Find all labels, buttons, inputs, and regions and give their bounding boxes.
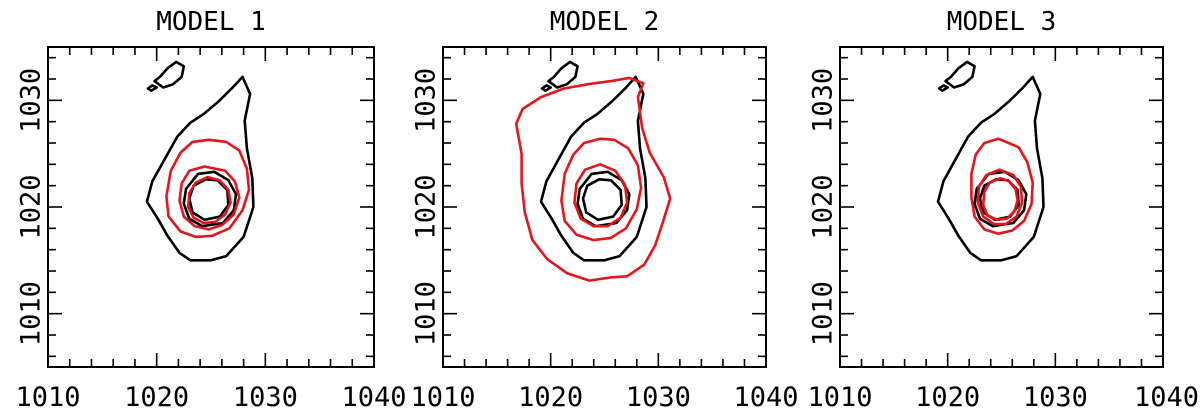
y-tick-label: 1010: [808, 281, 839, 346]
plot-frame: [442, 46, 767, 368]
plot-frame: [47, 46, 375, 368]
y-tick-label: 1020: [411, 174, 442, 239]
model-contours: [970, 137, 1034, 235]
observed-contour: [188, 178, 230, 222]
panel-title: MODEL 3: [947, 7, 1057, 37]
x-tick-label: 1030: [1023, 382, 1088, 413]
model-contour: [165, 138, 251, 239]
observed-contours: [145, 60, 255, 262]
y-tick-label: 1030: [16, 68, 47, 133]
model-contour: [976, 168, 1024, 226]
x-tick-label: 1020: [915, 382, 980, 413]
y-tick-label: 1020: [16, 174, 47, 239]
observed-contour: [153, 60, 186, 89]
plot-frame: [839, 46, 1164, 368]
observed-contour: [539, 75, 648, 262]
observed-contour: [145, 75, 255, 262]
model-contour: [514, 76, 672, 282]
model-contours: [514, 76, 672, 282]
model-contour: [970, 137, 1034, 235]
observed-contour: [576, 170, 631, 228]
panel-1: MODEL 1 1010 1020 1030 1040 1010 1020 1030: [15, 7, 406, 413]
model-contour: [186, 175, 232, 225]
x-tick-label: 1010: [410, 382, 475, 413]
y-tick-label: 1030: [411, 68, 442, 133]
observed-contour: [937, 84, 949, 92]
x-tick-label: 1030: [626, 382, 691, 413]
observed-contours: [539, 60, 648, 262]
model-contours: [165, 138, 251, 239]
x-tick-label: 1030: [233, 382, 298, 413]
x-tick-label: 1010: [807, 382, 872, 413]
model-contour: [573, 163, 629, 228]
x-tick-label: 1040: [733, 382, 798, 413]
y-tick-label: 1010: [16, 281, 47, 346]
panel-3: MODEL 3 1010 1020 1030 1040 1010 1020 1030: [807, 7, 1199, 413]
observed-contour: [944, 60, 976, 89]
x-tick-label: 1020: [518, 382, 583, 413]
observed-contour: [547, 60, 579, 89]
observed-contour: [182, 170, 238, 228]
x-tick-label: 1040: [1134, 382, 1199, 413]
observed-contour: [936, 75, 1045, 262]
observed-contour: [146, 84, 158, 92]
panel-title: MODEL 1: [156, 7, 266, 37]
y-tick-label: 1030: [808, 68, 839, 133]
y-tick-label: 1020: [808, 174, 839, 239]
y-tick-label: 1010: [411, 281, 442, 346]
panel-2: MODEL 2 1010 1020 1030 1040 1010 1020 1030: [410, 7, 798, 413]
observed-contour: [540, 84, 552, 92]
panel-title: MODEL 2: [550, 7, 660, 37]
x-tick-label: 1010: [15, 382, 80, 413]
model-contour: [560, 137, 643, 242]
observed-contour: [581, 178, 623, 222]
x-tick-label: 1040: [341, 382, 406, 413]
x-tick-label: 1020: [124, 382, 189, 413]
model-contour: [178, 165, 241, 231]
model-contour: [981, 176, 1019, 222]
